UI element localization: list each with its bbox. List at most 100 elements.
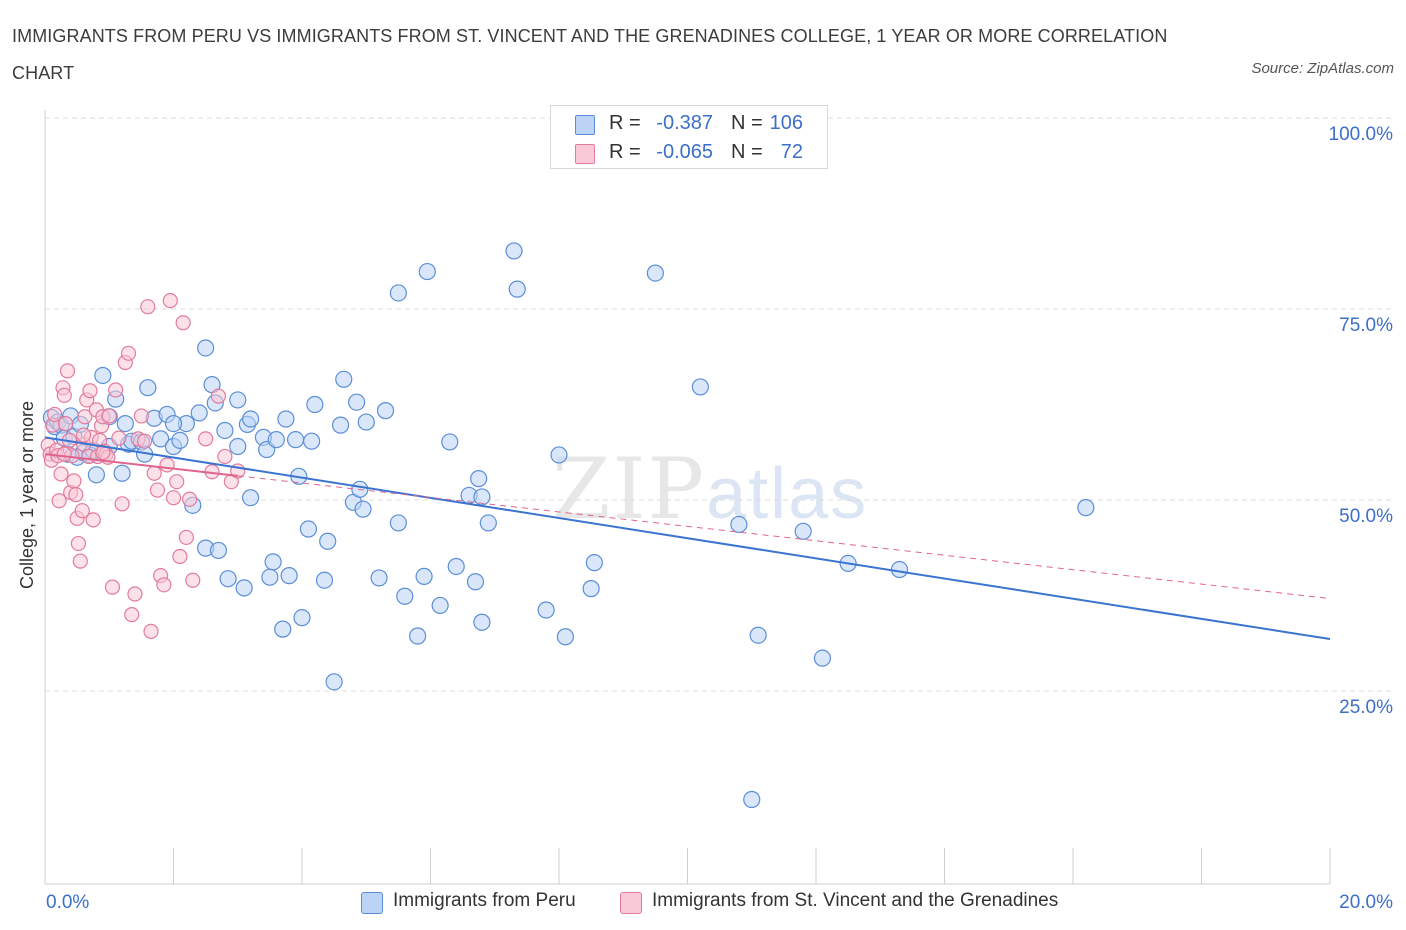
peru-point [331,416,350,434]
stvincent-point [56,387,72,403]
peru-point [556,628,575,646]
stvincent-point [185,572,201,588]
stvincent-point [53,466,69,482]
peru-point [376,402,395,420]
peru-point [441,433,459,451]
stvincent-point [159,457,175,473]
stats-row-stvincent: R = -0.065 N = 72 [551,139,827,167]
peru-point [409,627,427,645]
stvincent-swatch [575,144,595,164]
peru-point [197,339,215,357]
peru-point [470,470,488,488]
peru-point [431,596,449,615]
peru-point [389,284,407,302]
stvincent-point [57,416,74,432]
stvincent-point [124,606,140,623]
peru-point [152,430,170,448]
peru-point [348,393,366,411]
y-axis-label: College, 1 year or more [17,401,37,589]
peru-point [267,431,285,449]
stvincent-point [149,482,166,498]
peru-point [646,264,664,282]
stvincent-point [120,345,137,361]
peru-point [319,532,337,550]
stvincent-point [146,465,162,481]
peru-point [164,415,183,433]
peru-swatch [361,892,383,914]
peru-point [274,620,292,638]
n-label: N = [731,112,763,134]
stvincent-point [217,448,233,465]
stvincent-point [140,299,156,315]
r-label: R = [609,141,641,163]
stvincent-point [172,548,188,565]
stvincent-point [72,553,88,569]
n-value: 72 [780,141,803,163]
y-tick-label: 50.0% [1339,506,1393,527]
x-tick-label: 0.0% [46,892,89,913]
peru-point [447,557,465,576]
peru-point [216,421,234,440]
peru-point [190,404,208,422]
stvincent-point [47,406,63,423]
stvincent-point [82,383,98,399]
stvincent-point [127,586,143,602]
peru-point [219,570,237,588]
peru-point [293,609,311,627]
stvincent-trend-line [44,453,238,477]
peru-point [473,488,491,506]
n-label: N = [731,141,763,163]
stvincent-point [175,315,191,331]
y-tick-label: 100.0% [1329,124,1394,145]
stvincent-point [101,408,117,424]
peru-point [242,410,260,428]
peru-point [890,560,909,579]
stvincent-point [198,431,214,447]
peru-point [315,571,334,589]
stvincent-point [143,623,159,640]
x-tick-label: 20.0% [1339,892,1393,913]
stvincent-trend-extension [237,475,1331,600]
peru-point [280,567,298,585]
stvincent-point [178,529,194,546]
peru-point [415,567,433,586]
peru-point [585,554,603,572]
peru-point [171,431,189,450]
peru-point [277,410,295,428]
legend-label: Immigrants from St. Vincent and the Gren… [652,890,1059,911]
peru-point [299,520,318,538]
peru-point [749,626,767,644]
stvincent-point [70,535,87,552]
stvincent-point [85,512,101,528]
peru-point [537,601,555,619]
stvincent-point [136,433,153,449]
peru-point [335,370,353,388]
peru-point [396,587,414,605]
stats-row-peru: R = -0.387 N = 106 [551,110,827,138]
peru-point [508,280,526,298]
stvincent-point [74,503,90,519]
chart-title: IMMIGRANTS FROM PERU VS IMMIGRANTS FROM … [12,26,1168,83]
peru-point [357,413,375,431]
series-legend: Immigrants from Peru Immigrants from St.… [0,888,1406,918]
stvincent-point [51,493,67,509]
peru-point [264,553,282,571]
peru-point [505,242,523,260]
peru-point [1077,499,1095,517]
stvincent-point [133,408,149,424]
peru-point [229,437,247,456]
stvincent-point [66,473,82,489]
stvincent-point [108,382,124,398]
peru-point [550,446,568,464]
peru-point [354,500,372,518]
stvincent-point [114,496,130,512]
source-label: Source: ZipAtlas.com [1251,60,1394,77]
peru-point [582,580,600,598]
peru-point [479,514,497,532]
peru-point [370,569,388,587]
peru-point [473,613,491,631]
y-tick-label: 75.0% [1339,315,1393,336]
y-tick-label: 25.0% [1339,697,1393,718]
n-value: 106 [769,112,803,134]
stvincent-point [165,490,182,506]
